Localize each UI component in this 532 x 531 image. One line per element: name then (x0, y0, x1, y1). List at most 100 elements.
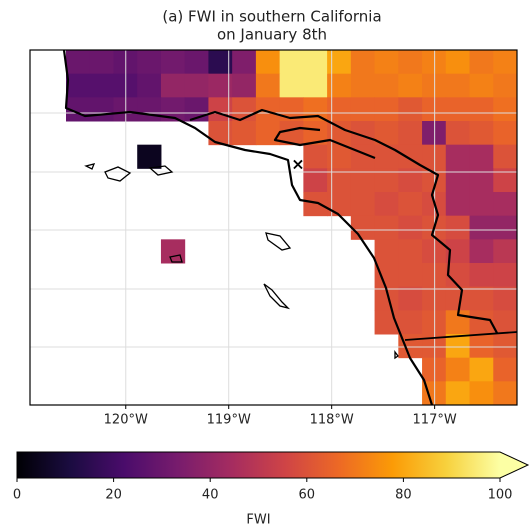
fwi-cell (374, 215, 399, 240)
colorbar: 0 20 40 60 80 100 FWI (13, 451, 530, 528)
fwi-cell (493, 310, 518, 335)
fwi-cell (445, 50, 471, 75)
fwi-cell (445, 144, 471, 169)
fwi-cell (493, 215, 518, 240)
fwi-cell (374, 239, 399, 264)
fwi-cell (66, 50, 91, 75)
fwi-cell (374, 97, 399, 122)
fwi-cell (89, 50, 114, 75)
fwi-cell (469, 263, 494, 288)
fwi-cell (350, 192, 376, 217)
colorbar-outline (16, 451, 530, 479)
fwi-cell (469, 73, 494, 98)
fwi-cell (137, 97, 162, 122)
fwi-cell (350, 215, 376, 240)
fwi-cell (493, 357, 518, 382)
fwi-cell (493, 381, 518, 406)
title-line: on January 8th (217, 26, 327, 44)
fwi-cell (398, 239, 423, 264)
fwi-cell (398, 215, 423, 240)
fwi-cell (232, 50, 257, 75)
fwi-cell (469, 239, 494, 264)
fwi-cell (445, 121, 471, 146)
fwi-cell (137, 73, 162, 98)
fwi-cell (445, 334, 471, 359)
fwi-cell (398, 263, 423, 288)
fwi-cell (303, 144, 328, 169)
fwi-cell (374, 192, 399, 217)
title-line: (a) FWI in southern California (162, 8, 381, 26)
fwi-cell (232, 121, 257, 146)
fwi-cell (469, 50, 494, 75)
colorbar-gradient (17, 452, 500, 478)
location-marker: × (291, 155, 304, 174)
fwi-cell (469, 334, 494, 359)
fwi-cell (398, 97, 423, 122)
colorbar-tick-label: 20 (105, 488, 122, 503)
fwi-cell (445, 215, 471, 240)
fwi-cell (469, 381, 494, 406)
fwi-cell (493, 121, 518, 146)
fwi-cell (255, 73, 281, 98)
colorbar-tick-label: 60 (299, 488, 316, 503)
fwi-cell (303, 50, 328, 75)
fwi-cell (327, 192, 352, 217)
fwi-cell (398, 192, 423, 217)
fwi-cell (374, 50, 399, 75)
fwi-cell (445, 286, 471, 311)
fwi-cell (469, 215, 494, 240)
colorbar-extend (500, 452, 528, 478)
colorbar-tick-label: 40 (202, 488, 219, 503)
fwi-cell (279, 73, 304, 98)
fwi-cell (445, 192, 471, 217)
fwi-cell (160, 73, 186, 98)
fwi-cell (469, 357, 494, 382)
map-frame (29, 49, 518, 406)
fwi-cell (66, 73, 91, 98)
fwi-cell (374, 144, 399, 169)
fwi-cell (445, 357, 471, 382)
fwi-cell (89, 73, 114, 98)
fwi-cell (232, 73, 257, 98)
fwi-cell (398, 50, 423, 75)
colorbar-tick-label: 0 (13, 488, 21, 503)
fwi-cell (493, 144, 518, 169)
colorbar-tick-label: 100 (488, 488, 513, 503)
fwi-cell (493, 192, 518, 217)
fwi-cell (184, 73, 209, 98)
fwi-cell (255, 97, 281, 122)
fwi-cell (398, 286, 423, 311)
fwi-cell (350, 50, 376, 75)
fwi-cell (493, 97, 518, 122)
fwi-cell (279, 50, 304, 75)
fwi-cell (469, 121, 494, 146)
fwi-cell (303, 73, 328, 98)
fwi-cell (469, 192, 494, 217)
fwi-cell (89, 97, 114, 122)
colorbar-label: FWI (246, 513, 270, 528)
fwi-cell (137, 144, 162, 169)
fwi-cell (469, 310, 494, 335)
fwi-cell (350, 73, 376, 98)
fwi-cell (469, 144, 494, 169)
x-tick-label: 118°W (310, 413, 354, 428)
x-tick-label: 119°W (207, 413, 251, 428)
fwi-cell (493, 50, 518, 75)
fwi-cell (398, 73, 423, 98)
fwi-cell (445, 73, 471, 98)
x-tick-label: 120°W (104, 413, 148, 428)
fwi-cell (137, 50, 162, 75)
colorbar-tick-label: 80 (395, 488, 412, 503)
fwi-cell (493, 263, 518, 288)
fwi-cell (374, 73, 399, 98)
fwi-cell (493, 239, 518, 264)
fwi-cell (469, 286, 494, 311)
fwi-cell (493, 73, 518, 98)
x-tick-label: 117°W (413, 413, 457, 428)
fwi-cell (445, 97, 471, 122)
fwi-cell (255, 121, 281, 146)
fwi-cell (445, 263, 471, 288)
fwi-cell (327, 73, 352, 98)
fwi-cell (398, 310, 423, 335)
fwi-cell (350, 97, 376, 122)
